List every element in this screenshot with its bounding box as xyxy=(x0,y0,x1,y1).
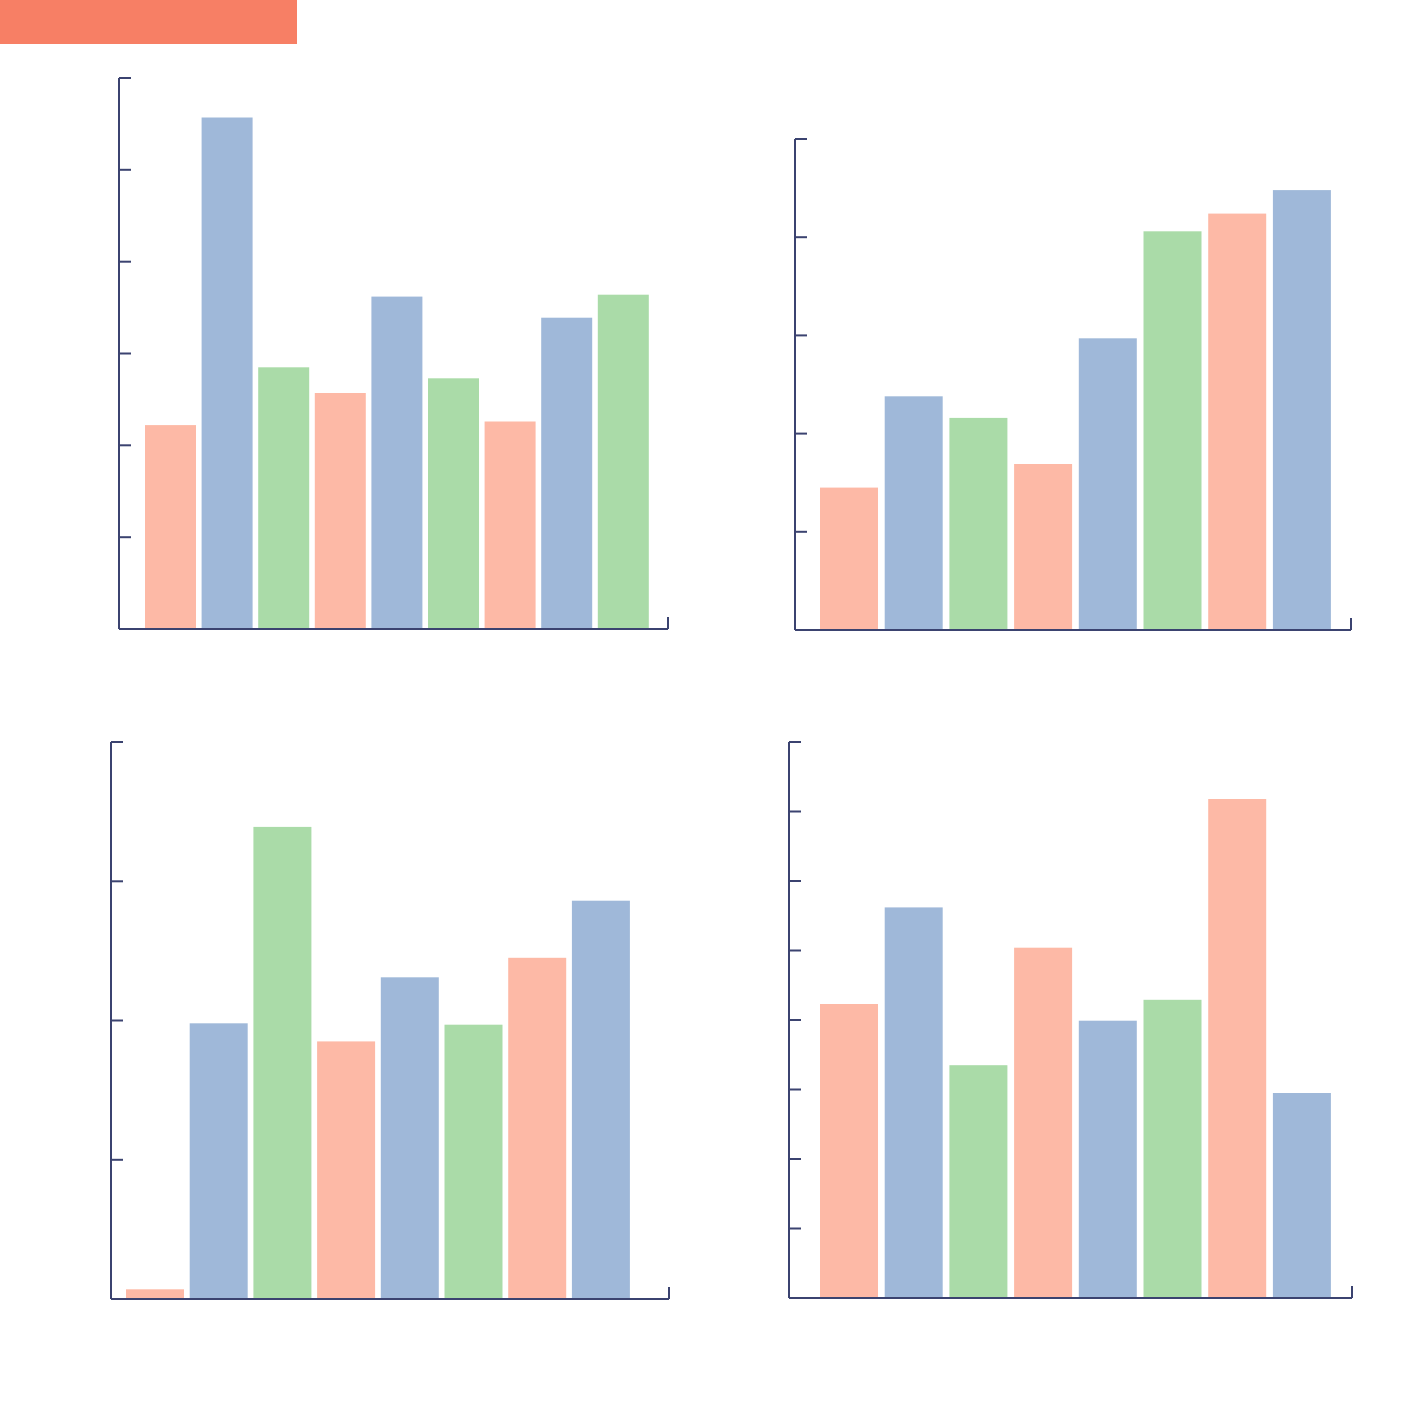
bar-4-5 xyxy=(1078,1020,1137,1298)
bar-4-4 xyxy=(1014,947,1073,1298)
bar-2-1 xyxy=(820,487,878,630)
bar-1-2 xyxy=(201,117,253,629)
bar-4-3 xyxy=(949,1065,1008,1298)
bar-4-1 xyxy=(820,1004,878,1298)
bar-3-6 xyxy=(444,1024,503,1299)
bar-1-4 xyxy=(314,393,366,629)
bar-3-3 xyxy=(253,826,312,1299)
chart-panel-1 xyxy=(118,77,669,630)
bar-1-3 xyxy=(258,367,310,629)
bar-3-7 xyxy=(508,957,567,1299)
bar-3-4 xyxy=(317,1041,376,1299)
bar-4-2 xyxy=(884,907,943,1298)
bar-3-2 xyxy=(189,1023,248,1299)
chart-panel-3 xyxy=(110,741,670,1300)
bar-3-8 xyxy=(571,900,630,1299)
bar-2-2 xyxy=(884,396,943,630)
chart-panel-2 xyxy=(794,138,1352,631)
bar-2-6 xyxy=(1143,231,1202,631)
bar-3-5 xyxy=(380,977,439,1299)
bar-3-1 xyxy=(126,1289,184,1299)
bar-1-9 xyxy=(597,294,649,629)
bar-1-8 xyxy=(541,317,593,629)
bar-2-8 xyxy=(1272,190,1331,630)
bar-1-6 xyxy=(428,378,479,629)
bar-1-5 xyxy=(371,296,423,629)
bar-2-4 xyxy=(1014,464,1073,630)
bar-2-5 xyxy=(1078,338,1137,630)
bar-4-7 xyxy=(1208,799,1267,1298)
bar-1-1 xyxy=(145,425,196,629)
bar-4-8 xyxy=(1272,1093,1331,1298)
bar-2-7 xyxy=(1208,213,1267,630)
bar-4-6 xyxy=(1143,999,1202,1298)
chart-panel-4 xyxy=(788,741,1353,1299)
bar-2-3 xyxy=(949,417,1008,630)
title-banner xyxy=(0,0,297,44)
bar-1-7 xyxy=(484,421,536,629)
